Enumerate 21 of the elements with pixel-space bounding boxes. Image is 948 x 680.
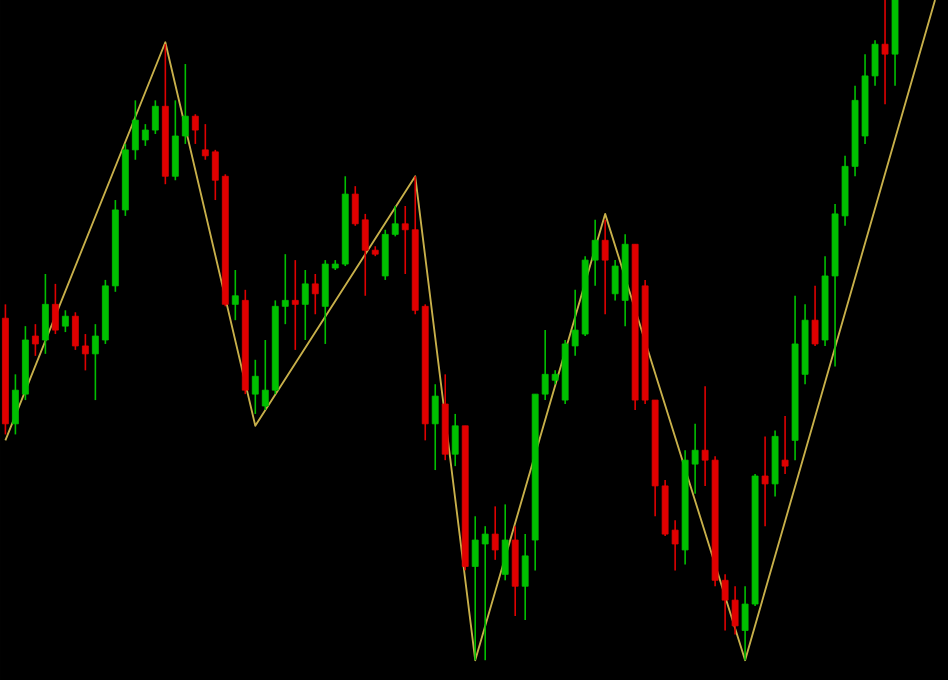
candlestick	[811, 285, 819, 347]
candlestick	[431, 383, 439, 471]
candlestick	[491, 505, 499, 561]
candlestick	[61, 309, 69, 333]
candlestick	[501, 503, 509, 582]
candlestick	[32, 323, 39, 357]
candlestick	[51, 283, 59, 335]
candlestick	[301, 269, 309, 341]
candlestick	[521, 533, 529, 621]
candlestick	[291, 259, 299, 351]
candlestick	[511, 525, 519, 617]
candlestick	[451, 413, 459, 467]
candlestick	[311, 273, 319, 316]
candlestick	[761, 435, 769, 527]
candlestick	[771, 429, 779, 498]
candlestick	[601, 219, 609, 316]
candlestick	[881, 0, 889, 106]
candlestick	[191, 113, 199, 145]
candlestick	[41, 273, 49, 355]
candlestick	[231, 269, 239, 321]
candlestick	[781, 415, 789, 475]
